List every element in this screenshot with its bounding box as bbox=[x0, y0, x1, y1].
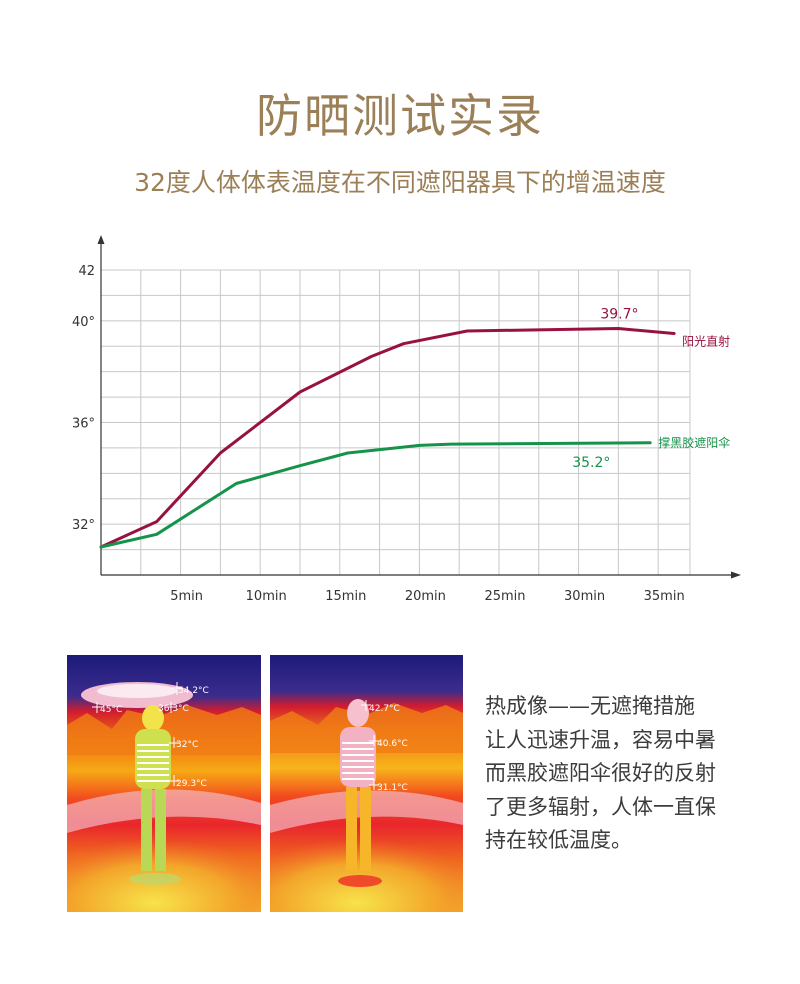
thermal-image-umbrella-graphic: 42.7°C 40.6°C 31.1°C bbox=[270, 655, 463, 912]
series-line-direct-sun bbox=[99, 327, 676, 549]
chart-tick-labels: 5min 10min 15min 20min 25min 30min 35min 32° 36°… bbox=[72, 264, 685, 604]
y-tick-label: 32° bbox=[72, 518, 95, 533]
y-tick-label: 42 bbox=[78, 264, 95, 279]
description-line: 而黑胶遮阳伞很好的反射 bbox=[485, 761, 716, 785]
page-subtitle: 32度人体体表温度在不同遮阳器具下的增温速度 bbox=[134, 168, 666, 197]
thermal-label-face: 36.3°C bbox=[158, 704, 189, 714]
page-title: 防晒测试实录 bbox=[256, 89, 544, 143]
x-tick-label: 25min bbox=[484, 589, 525, 604]
thermal-label-head: 42.7°C bbox=[369, 704, 400, 714]
x-tick-label: 35min bbox=[644, 589, 685, 604]
chart-axes bbox=[97, 235, 741, 579]
x-tick-label: 30min bbox=[564, 589, 605, 604]
series-value-label: 39.7° bbox=[600, 306, 638, 322]
x-axis-arrow bbox=[731, 571, 741, 579]
y-tick-label: 36° bbox=[72, 417, 95, 432]
thermal-label-umbrella: 45°C bbox=[100, 705, 122, 715]
description-line: 了更多辐射，人体一直保 bbox=[485, 794, 716, 819]
thermal-label-body: 32°C bbox=[176, 740, 198, 750]
thermal-label-legs: 29.3°C bbox=[176, 779, 207, 789]
chart-data-labels: 阳光直射 39.7° 撑黑胶遮阳伞 35.2° bbox=[572, 306, 730, 470]
chart-series bbox=[99, 327, 676, 549]
description-line: 持在较低温度。 bbox=[485, 828, 632, 852]
thermal-label-body: 40.6°C bbox=[377, 739, 408, 749]
series-line-black-umbrella bbox=[99, 441, 652, 549]
thermal-image-umbrella: 42.7°C 40.6°C 31.1°C bbox=[270, 655, 463, 912]
thermal-label-legs: 31.1°C bbox=[377, 783, 408, 793]
series-name-label: 阳光直射 bbox=[682, 334, 730, 349]
x-tick-label: 10min bbox=[246, 589, 287, 604]
x-tick-label: 5min bbox=[170, 589, 203, 604]
thermal-description: 热成像——无遮掩措施 让人迅速升温，容易中暑 而黑胶遮阳伞很好的反射 了更多辐射… bbox=[485, 690, 745, 858]
x-tick-label: 15min bbox=[325, 589, 366, 604]
temperature-line-chart: 5min 10min 15min 20min 25min 30min 35min 32° 36°… bbox=[72, 235, 741, 604]
x-tick-label: 20min bbox=[405, 589, 446, 604]
y-axis-arrow bbox=[97, 235, 105, 244]
y-tick-label: 40° bbox=[72, 315, 95, 330]
description-line: 热成像——无遮掩措施 bbox=[485, 694, 695, 718]
thermal-image-sun: 54.2°C 45°C 36.3°C 32°C 29.3°C bbox=[67, 655, 261, 912]
thermal-label-head: 54.2°C bbox=[178, 686, 209, 696]
series-value-label: 35.2° bbox=[572, 455, 610, 471]
series-name-label: 撑黑胶遮阳伞 bbox=[658, 435, 730, 450]
thermal-image-sun-graphic: 54.2°C 45°C 36.3°C 32°C 29.3°C bbox=[67, 655, 261, 912]
chart-grid bbox=[100, 269, 691, 576]
description-line: 让人迅速升温，容易中暑 bbox=[485, 727, 716, 752]
